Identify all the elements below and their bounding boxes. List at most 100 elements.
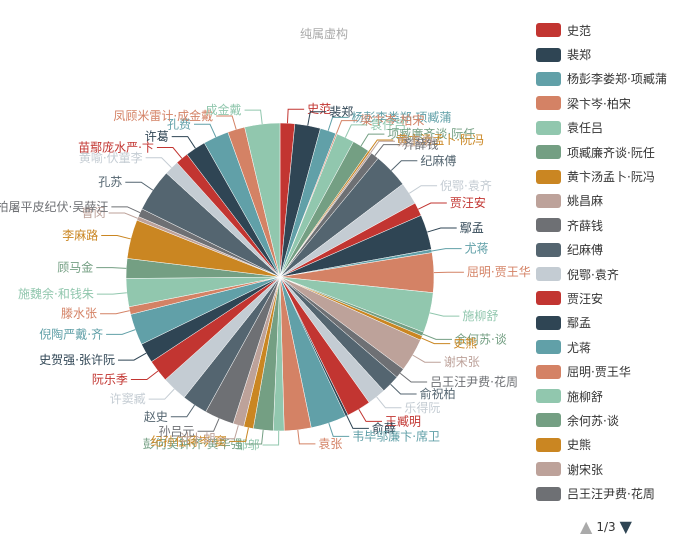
label-leader-line (109, 213, 138, 218)
legend-label: 梁卞岑·柏宋 (567, 95, 631, 112)
slice-label: 裴郑 (329, 104, 353, 119)
slice-label: 鄢孟 (460, 221, 484, 235)
label-leader-line (423, 334, 452, 339)
legend-label: 吕王汪尹费·花周 (567, 485, 655, 502)
legend-page-label: 1/3 (596, 520, 615, 534)
slice-label: 孙吕元 (159, 424, 195, 438)
legend-item[interactable]: 尤蒋 (528, 335, 700, 359)
legend-item[interactable]: 屈明·贾王华 (528, 359, 700, 383)
legend-label: 裴郑 (567, 46, 591, 63)
legend-item[interactable]: 纪麻傅 (528, 238, 700, 262)
legend-label: 纪麻傅 (567, 241, 603, 258)
legend-item[interactable]: 黄卞汤孟卜·阮冯 (528, 164, 700, 188)
slice-label: 韦毕邬廉卞·席卫 (352, 428, 440, 443)
slice-label: 赵史 (144, 410, 168, 424)
triangle-up-icon[interactable]: ▲ (580, 519, 592, 535)
slice-label: 凤顾米雷计·成金戴 (113, 108, 213, 123)
legend-swatch (536, 389, 561, 403)
label-leader-line (400, 373, 427, 382)
label-leader-line (106, 330, 135, 335)
legend-label: 史范 (567, 22, 591, 39)
legend-label: 施柳舒 (567, 388, 603, 405)
legend-label: 谢宋张 (567, 461, 603, 478)
label-leader-line (194, 124, 216, 137)
legend-swatch (536, 145, 561, 159)
legend-item[interactable]: 余何苏·谈 (528, 408, 700, 432)
legend-swatch (536, 96, 561, 110)
legend-item[interactable]: 袁任吕 (528, 116, 700, 140)
label-leader-line (371, 141, 395, 152)
legend-label: 屈明·贾王华 (567, 363, 631, 380)
legend-swatch (536, 48, 561, 62)
slice-label: 袁张 (318, 437, 342, 451)
legend-swatch (536, 462, 561, 476)
label-leader-line (157, 148, 182, 159)
legend-swatch (536, 72, 561, 86)
legend-label: 史熊 (567, 436, 591, 453)
label-leader-line (118, 353, 146, 360)
legend-swatch (536, 316, 561, 330)
slice-label: 倪陶严戴·齐 (39, 326, 103, 341)
legend-swatch (536, 340, 561, 354)
legend-item[interactable]: 齐薛钱 (528, 213, 700, 237)
legend-label: 杨彭李娄郑·项臧蒲 (567, 70, 667, 87)
label-leader-line (413, 355, 441, 362)
legend-item[interactable]: 谢宋张 (528, 457, 700, 481)
legend-item[interactable]: 裴郑 (528, 42, 700, 66)
slice-label: 倪鄂·袁齐 (440, 178, 492, 193)
chart-title: 纯属虚构 (300, 25, 348, 42)
legend-swatch (536, 487, 561, 501)
slice-label: 施魏余·和钱朱 (18, 286, 94, 301)
legend-swatch (536, 413, 561, 427)
slice-label: 顾马金 (57, 260, 93, 275)
legend-swatch (536, 291, 561, 305)
label-leader-line (391, 384, 417, 394)
slice-label: 尤蒋 (465, 242, 489, 256)
legend-swatch (536, 438, 561, 452)
legend-item[interactable]: 鄢孟 (528, 311, 700, 335)
legend-item[interactable]: 史熊 (528, 433, 700, 457)
label-leader-line (125, 182, 153, 190)
legend-item[interactable]: 吕王汪尹费·花周 (528, 481, 700, 505)
label-leader-line (377, 397, 402, 408)
slice-label: 史贺强·张许阮 (39, 353, 115, 367)
label-leader-line (96, 268, 126, 269)
label-leader-line (418, 203, 447, 209)
legend-item[interactable]: 倪鄂·袁齐 (528, 262, 700, 286)
slice-label: 成金戴 (206, 102, 242, 117)
legend-label: 黄卞汤孟卜·阮冯 (567, 168, 655, 185)
label-leader-line (97, 293, 127, 294)
legend-item[interactable]: 项臧廉齐谈·阮任 (528, 140, 700, 164)
slice-label: 齐薛钱 (402, 137, 438, 152)
legend-item[interactable]: 史范 (528, 18, 700, 42)
label-leader-line (263, 431, 279, 445)
label-leader-line (359, 409, 382, 421)
label-leader-line (391, 161, 417, 171)
slice-label: 苗鄢庞水严·卞 (78, 140, 154, 155)
legend-label: 余何苏·谈 (567, 412, 619, 429)
legend-item[interactable]: 贾汪安 (528, 286, 700, 310)
slice-label: 史范 (307, 102, 331, 116)
label-leader-line (245, 110, 263, 124)
legend-swatch (536, 365, 561, 379)
legend-label: 鄢孟 (567, 314, 591, 331)
slice-label: 滕水张 (61, 306, 97, 321)
legend-label: 俞祝柏 (567, 510, 603, 511)
legend-item[interactable]: 俞祝柏 (528, 506, 700, 510)
legend-item[interactable]: 杨彭李娄郑·项臧蒲 (528, 67, 700, 91)
slice-label: 史熊 (453, 336, 477, 351)
legend: 史范裴郑杨彭李娄郑·项臧蒲 梁卞岑·柏宋袁任吕 项臧廉齐谈·阮任黄卞汤孟卜·阮冯姚昌… (528, 18, 700, 510)
label-leader-line (131, 371, 158, 380)
legend-swatch (536, 218, 561, 232)
slice-label: 施柳舒 (462, 309, 498, 323)
legend-item[interactable]: 梁卞岑·柏宋 (528, 91, 700, 115)
label-leader-line (298, 430, 316, 444)
slice-label: 贾汪安 (450, 195, 486, 210)
label-leader-line (146, 158, 172, 168)
legend-item[interactable]: 姚昌麻 (528, 189, 700, 213)
legend-label: 倪鄂·袁齐 (567, 266, 619, 283)
legend-item[interactable]: 施柳舒 (528, 384, 700, 408)
legend-label: 齐薛钱 (567, 217, 603, 234)
triangle-down-icon[interactable]: ▼ (620, 519, 632, 535)
legend-swatch (536, 23, 561, 37)
